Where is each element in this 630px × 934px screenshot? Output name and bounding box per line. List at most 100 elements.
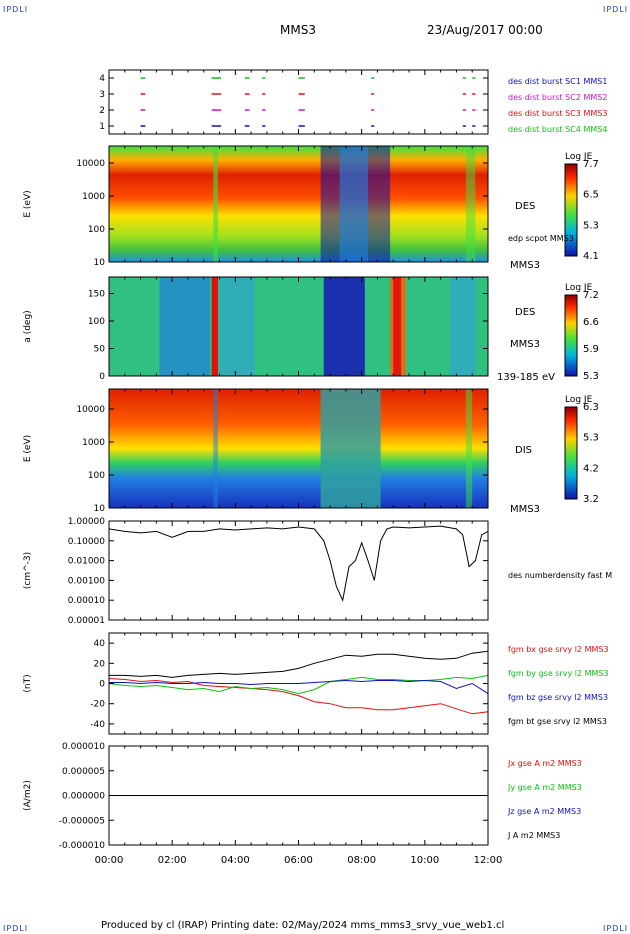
- pitch-angle-label: DES: [515, 307, 535, 318]
- des-energy-spectrogram-band: [339, 146, 368, 262]
- dis-energy-colorbar-tick-label: 5.3: [583, 433, 599, 444]
- current-density-y-tick-label: 0.000000: [62, 792, 105, 802]
- x-axis-tick-label: 08:00: [347, 855, 376, 866]
- dis-energy-y-label: E (eV): [23, 435, 33, 462]
- magnetic-field-legend-entry: fgm bx gse srvy l2 MMS3: [508, 645, 609, 654]
- x-axis-tick-label: 02:00: [158, 855, 187, 866]
- des-energy-colorbar-tick-label: 6.5: [583, 190, 599, 201]
- multi-panel-plot: 1 2 3 4 des dist burst SC1 MMS1 des dist burs…: [23, 69, 612, 866]
- des-energy-colorbar: [564, 163, 578, 257]
- corner-label-top-left: IPDLI: [3, 5, 29, 14]
- burst-y-tick-label: 3: [99, 90, 105, 100]
- des-energy-y-tick-label: 10: [94, 258, 106, 268]
- des-energy-y-tick-label: 10000: [76, 159, 105, 169]
- density-y-tick-label: 0.00001: [68, 616, 105, 626]
- burst-legend-entry: des dist burst SC3 MMS3: [508, 109, 607, 118]
- magnetic-field-legend-entry: fgm by gse srvy l2 MMS3: [508, 669, 609, 678]
- pitch-angle-band: [211, 277, 218, 376]
- magnetic-field-line: [108, 678, 489, 715]
- pitch-angle-y-tick-label: 50: [94, 345, 106, 355]
- pitch-angle-y-tick-label: 100: [88, 317, 105, 327]
- current-density-y-label: (A/m2): [23, 780, 33, 811]
- current-density-y-tick-label: -0.000010: [59, 841, 105, 851]
- dis-energy-spectrogram-band: [213, 389, 218, 508]
- pitch-angle-colorbar-tick-label: 7.2: [583, 290, 599, 301]
- burst-legend-entry: des dist burst SC4 MMS4: [508, 125, 607, 134]
- pitch-angle-colorbar-tick-label: 6.6: [583, 317, 599, 328]
- dis-energy-y-tick-label: 10000: [76, 405, 105, 415]
- corner-label-top-right: IPDLI: [603, 5, 629, 14]
- density-y-tick-label: 0.01000: [68, 557, 105, 567]
- dis-energy-colorbar-tick-label: 6.3: [583, 402, 599, 413]
- des-energy-colorbar-tick-label: 7.7: [583, 159, 599, 170]
- magnetic-field-legend-entry: fgm bt gse srvy l2 MMS3: [508, 717, 607, 726]
- current-density-y-tick-label: 0.000005: [62, 767, 105, 777]
- dis-energy-spectrogram-band: [465, 389, 473, 508]
- des-energy-overlay-label: edp scpot MMS3: [508, 234, 574, 243]
- magnetic-field-line: [109, 679, 489, 695]
- pitch-angle-sublabel: MMS3: [510, 339, 540, 350]
- burst-legend-entry: des dist burst SC2 MMS2: [508, 93, 607, 102]
- burst-y-tick-label: 2: [99, 106, 105, 116]
- dis-energy-sublabel: MMS3: [510, 504, 540, 515]
- dis-energy-colorbar-tick-label: 4.2: [583, 463, 599, 474]
- spacecraft-title: MMS3: [280, 23, 316, 37]
- burst-legend-entry: des dist burst SC1 MMS1: [508, 77, 607, 86]
- current-density-y-tick-label: -0.000005: [59, 816, 105, 826]
- x-axis-tick-label: 06:00: [284, 855, 313, 866]
- pitch-angle-band: [393, 277, 402, 376]
- magnetic-field-line: [109, 650, 489, 678]
- pitch-angle-y-tick-label: 0: [99, 372, 105, 382]
- dis-energy-spectrogram-band: [320, 389, 381, 508]
- current-density-y-tick-label: 0.000010: [62, 742, 105, 752]
- magnetic-field-y-label: (nT): [23, 674, 33, 692]
- pitch-angle-colorbar: [564, 294, 578, 377]
- des-energy-y-tick-label: 1000: [82, 192, 105, 202]
- footer-info: Produced by cl (IRAP) Printing date: 02/…: [101, 920, 505, 931]
- density-frame: [108, 520, 489, 621]
- des-energy-y-tick-label: 100: [88, 225, 105, 235]
- burst-panel-frame: [108, 69, 489, 135]
- current-density-legend-entry: Jx gse A m2 MMS3: [507, 759, 582, 768]
- date-title: 23/Aug/2017 00:00: [427, 23, 543, 37]
- density-y-tick-label: 1.00000: [68, 517, 105, 527]
- burst-y-tick-label: 4: [99, 74, 105, 84]
- current-density-legend-entry: Jy gse A m2 MMS3: [507, 783, 582, 792]
- density-y-tick-label: 0.10000: [68, 537, 105, 547]
- des-energy-spectrogram-band: [465, 146, 476, 262]
- current-density-legend-entry: Jz gse A m2 MMS3: [507, 807, 581, 816]
- des-energy-sublabel: MMS3: [510, 260, 540, 271]
- magnetic-field-y-tick-label: 0: [99, 680, 105, 690]
- dis-energy-label: DIS: [515, 445, 532, 456]
- dis-energy-colorbar-tick-label: 3.2: [583, 494, 599, 505]
- density-y-tick-label: 0.00100: [68, 576, 105, 586]
- magnetic-field-y-tick-label: -40: [90, 720, 105, 730]
- des-energy-spectrogram: [109, 146, 488, 262]
- pitch-angle-y-tick-label: 150: [88, 290, 105, 300]
- pitch-angle-band: [450, 277, 476, 376]
- magnetic-field-y-tick-label: 40: [94, 639, 106, 649]
- dis-energy-spectrogram: [109, 389, 488, 508]
- corner-label-bottom-left: IPDLI: [3, 924, 29, 933]
- density-y-label: (cm^-3): [23, 552, 33, 589]
- dis-energy-y-tick-label: 10: [94, 504, 106, 514]
- density-line: [108, 525, 489, 602]
- density-legend-entry: des numberdensity fast M: [508, 571, 612, 580]
- corner-label-bottom-right: IPDLI: [603, 924, 629, 933]
- pitch-angle-energy-range: 139-185 eV: [497, 372, 555, 383]
- density-y-tick-label: 0.00010: [68, 596, 105, 606]
- dis-energy-colorbar: [564, 406, 578, 500]
- pitch-angle-colorbar-tick-label: 5.3: [583, 371, 599, 382]
- pitch-angle-band: [219, 277, 255, 376]
- pitch-angle-band: [323, 277, 365, 376]
- x-axis-tick-label: 04:00: [221, 855, 250, 866]
- dis-energy-colorbar-title: Log JE: [565, 395, 593, 405]
- x-axis-tick-label: 12:00: [474, 855, 503, 866]
- pitch-angle-band: [159, 277, 211, 376]
- x-axis-tick-label: 10:00: [410, 855, 439, 866]
- burst-y-tick-label: 1: [99, 122, 105, 132]
- dis-energy-y-tick-label: 100: [88, 471, 105, 481]
- des-energy-colorbar-tick-label: 5.3: [583, 220, 599, 231]
- pitch-angle-colorbar-title: Log JE: [565, 283, 593, 293]
- magnetic-field-y-tick-label: 20: [94, 659, 106, 669]
